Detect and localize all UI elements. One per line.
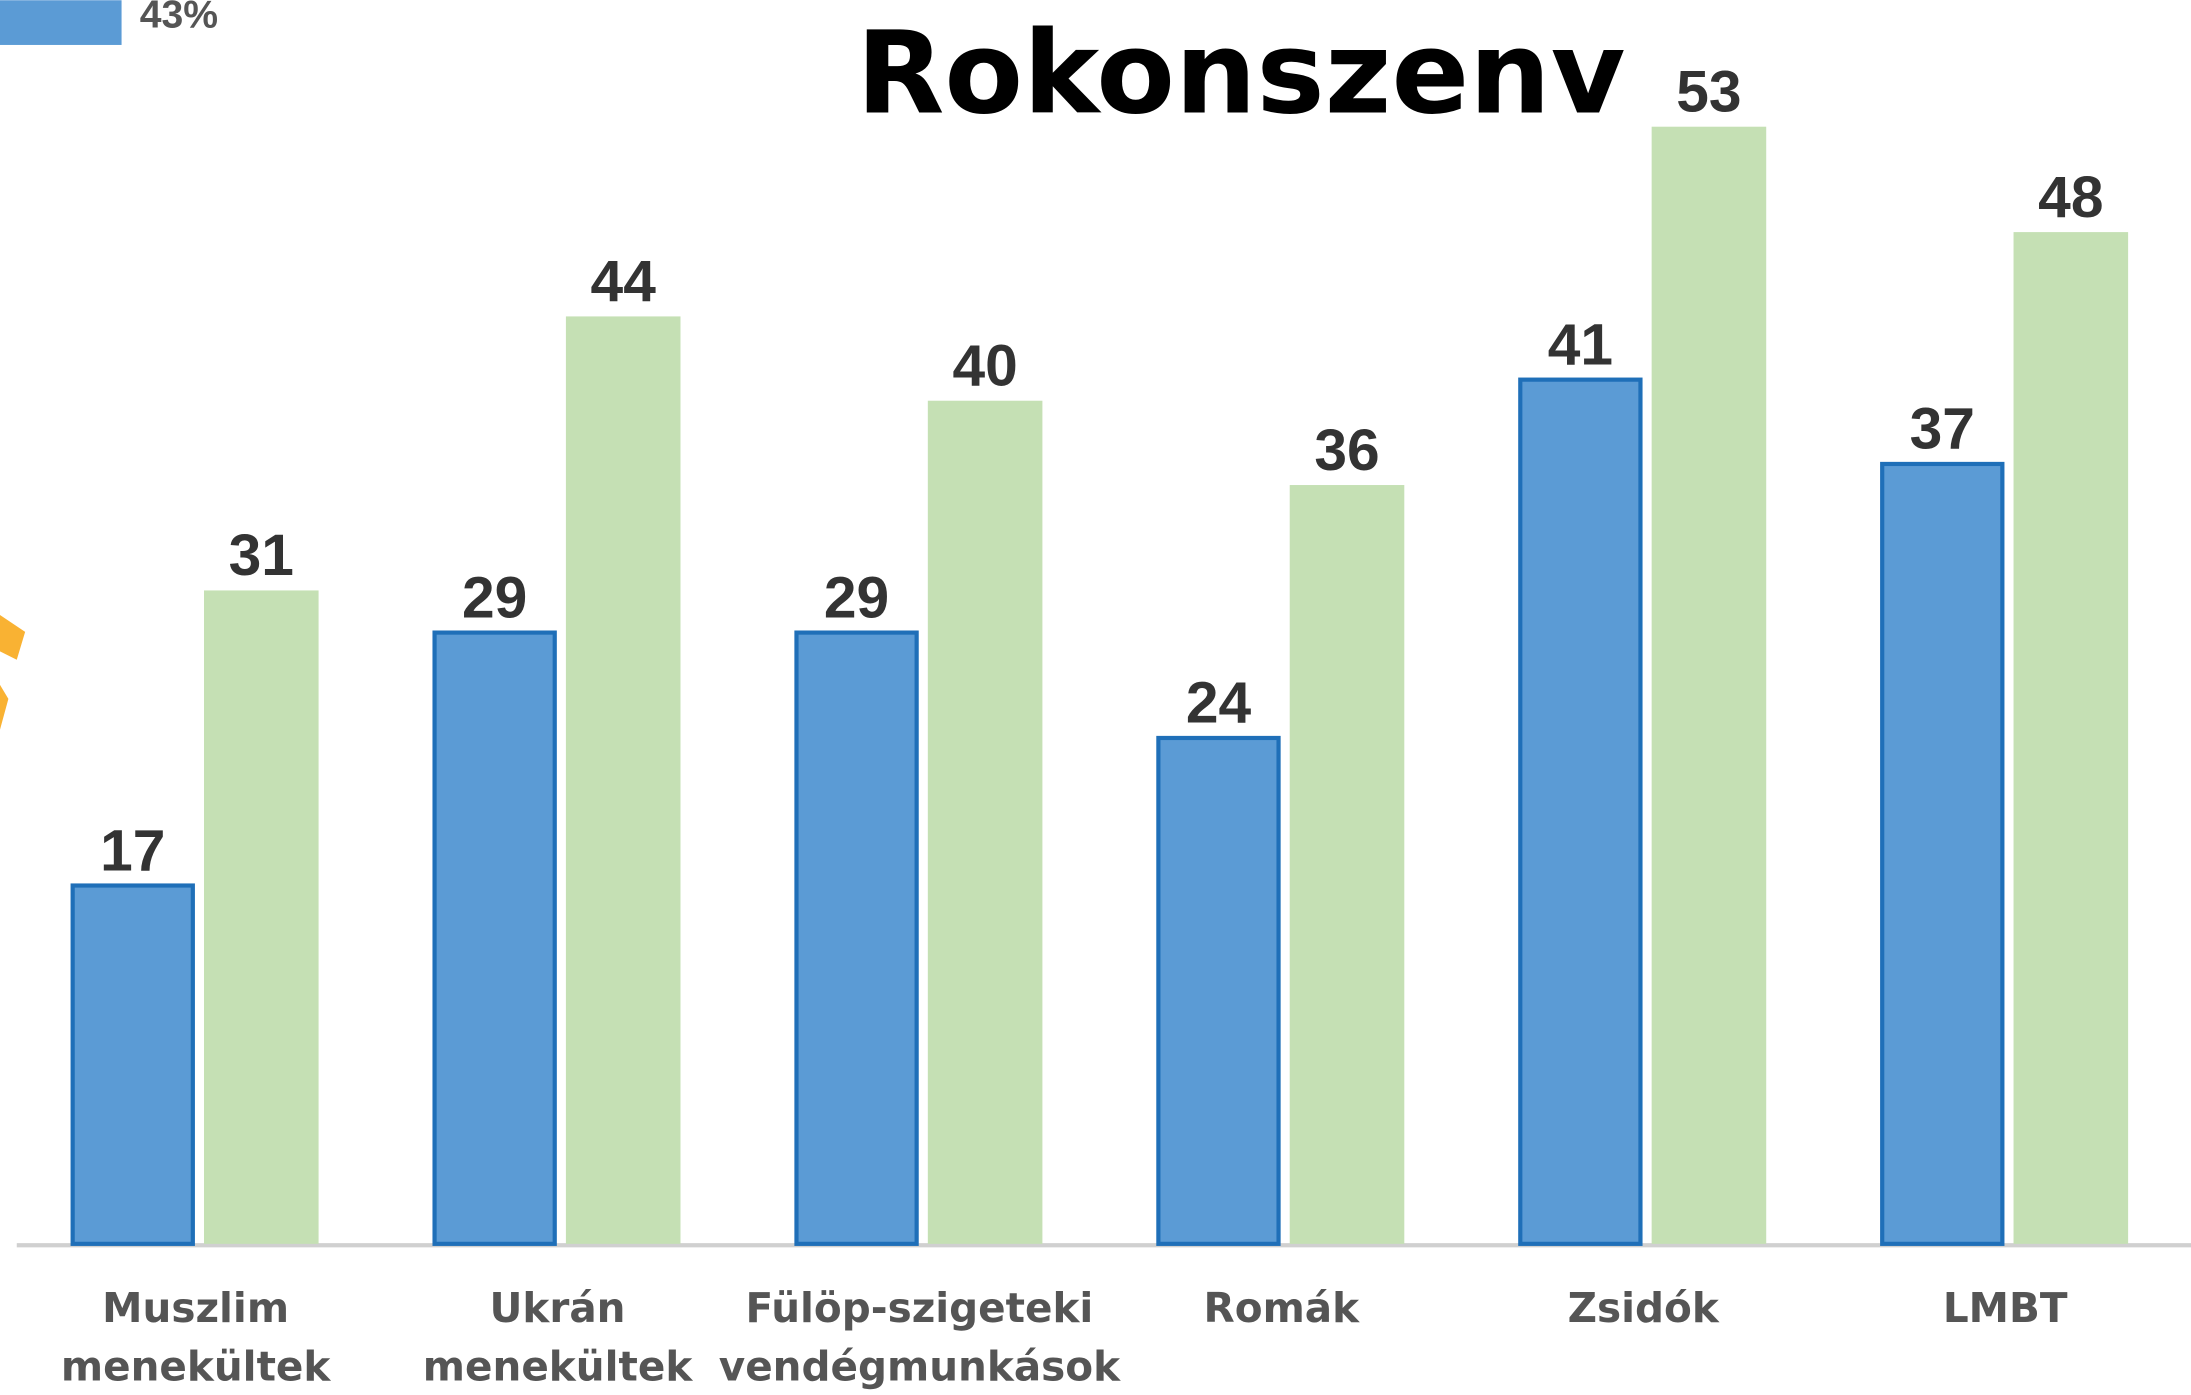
data-label: 53 xyxy=(1676,59,1741,124)
x-tick-label: Romák xyxy=(1204,1284,1361,1332)
bar xyxy=(2013,232,2129,1244)
chart-title: Rokonszenv xyxy=(856,8,1625,141)
x-tick-label: LMBT xyxy=(1943,1284,2068,1332)
data-label: 40 xyxy=(952,333,1017,398)
bar xyxy=(927,400,1043,1244)
data-label: 29 xyxy=(824,565,889,630)
data-label: 48 xyxy=(2038,165,2103,230)
data-label: 44 xyxy=(591,249,657,314)
decoration xyxy=(0,615,26,730)
bar xyxy=(1289,485,1405,1244)
bar xyxy=(432,630,557,1246)
data-label: 17 xyxy=(100,818,165,883)
bar xyxy=(1880,461,2005,1246)
x-tick-label: Zsidók xyxy=(1568,1284,1720,1332)
legend-swatch xyxy=(0,0,122,45)
bar xyxy=(1156,735,1281,1246)
bar xyxy=(1651,126,1767,1244)
bar xyxy=(794,630,919,1246)
data-label: 36 xyxy=(1314,418,1379,483)
bar xyxy=(1518,377,1643,1246)
bar xyxy=(204,590,319,1244)
legend-text: 43% xyxy=(140,0,218,36)
bar xyxy=(70,883,195,1246)
data-label: 37 xyxy=(1910,397,1975,462)
data-label: 29 xyxy=(462,565,527,630)
x-tick-label: Fülöp-szigeteki vendégmunkások xyxy=(719,1284,1121,1391)
data-label: 24 xyxy=(1186,671,1252,736)
x-tick-label: Ukrán menekültek xyxy=(423,1284,694,1391)
data-label: 31 xyxy=(229,523,294,588)
data-label: 41 xyxy=(1548,312,1613,377)
x-tick-label: Muszlim menekültek xyxy=(61,1284,332,1391)
bar xyxy=(565,316,681,1244)
